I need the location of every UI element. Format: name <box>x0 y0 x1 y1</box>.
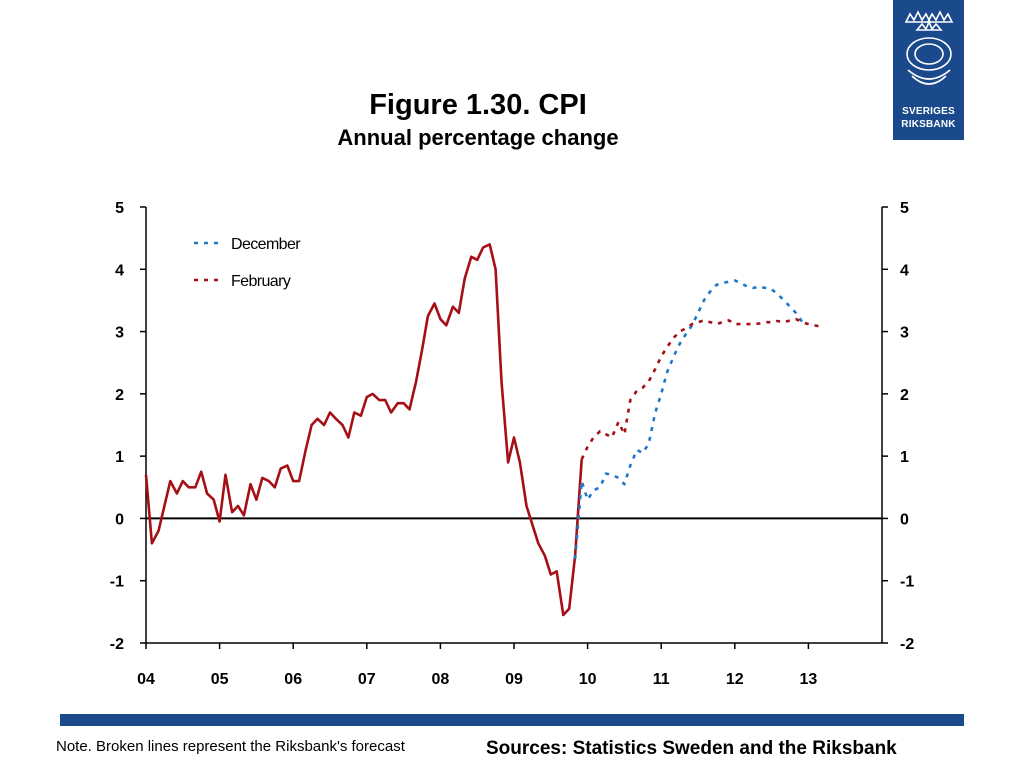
y-tick-label-right: -1 <box>900 574 914 591</box>
series-line-february <box>580 317 822 460</box>
sources-text: Sources: Statistics Sweden and the Riksb… <box>486 738 897 759</box>
footnote: Note. Broken lines represent the Riksban… <box>56 738 405 755</box>
x-tick-label: 12 <box>726 671 744 688</box>
y-tick-label-left: 0 <box>115 511 124 528</box>
y-tick-label-right: 4 <box>900 262 909 279</box>
series-line-december <box>573 279 804 560</box>
chart-title-block: Figure 1.30. CPI Annual percentage chang… <box>0 88 956 152</box>
y-tick-label-left: 4 <box>115 262 124 279</box>
y-tick-label-right: 3 <box>900 325 909 342</box>
cpi-line-chart: 5 54 43 32 21 10 0-1 -1-2 -204 05 06 07 08 09 10 11 12 13… <box>110 200 915 688</box>
legend-label-february: February <box>231 273 291 290</box>
x-tick-label: 10 <box>579 671 597 688</box>
chart-subtitle: Annual percentage change <box>337 125 619 150</box>
y-tick-label-right: 1 <box>900 449 909 466</box>
x-tick-label: 07 <box>358 671 376 688</box>
x-tick-label: 06 <box>284 671 302 688</box>
y-tick-label-right: 0 <box>900 511 909 528</box>
logo-name-line2: RIKSBANK <box>901 119 956 130</box>
y-tick-label-right: 2 <box>900 387 909 404</box>
y-tick-label-left: -1 <box>110 574 124 591</box>
y-tick-label-left: 3 <box>115 325 124 342</box>
x-tick-label: 08 <box>432 671 450 688</box>
logo-name-line1: SVERIGES <box>902 106 955 117</box>
chart-title: Figure 1.30. CPI <box>369 89 587 121</box>
x-tick-label: 05 <box>211 671 229 688</box>
legend-label-december: December <box>231 236 301 253</box>
y-tick-label-left: 1 <box>115 449 124 466</box>
x-tick-label: 09 <box>505 671 523 688</box>
footer-bar <box>60 714 964 726</box>
y-tick-label-left: -2 <box>110 636 124 653</box>
x-tick-label: 11 <box>653 671 670 688</box>
series-line-outcome <box>144 243 583 617</box>
y-tick-label-left: 5 <box>115 200 124 217</box>
riksbank-logo: SVERIGES RIKSBANK <box>893 0 964 140</box>
y-tick-label-left: 2 <box>115 387 124 404</box>
y-tick-label-right: 5 <box>900 200 909 217</box>
x-tick-label: 04 <box>137 671 155 688</box>
x-tick-label: 13 <box>800 671 818 688</box>
y-tick-label-right: -2 <box>900 636 914 653</box>
crowns-emblem-icon <box>904 10 953 85</box>
